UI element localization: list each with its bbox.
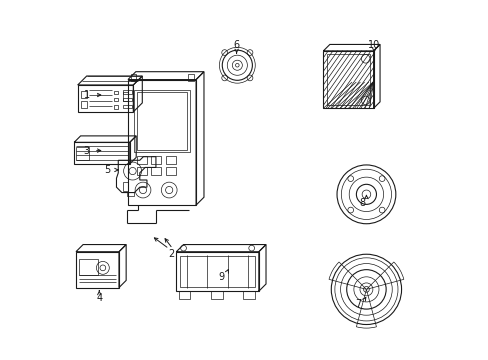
Bar xyxy=(243,291,254,299)
Bar xyxy=(113,105,118,109)
Bar xyxy=(128,80,196,205)
Bar xyxy=(131,74,136,81)
Bar xyxy=(113,98,118,102)
Text: 4: 4 xyxy=(96,293,102,303)
Text: 6: 6 xyxy=(233,40,239,50)
Bar xyxy=(151,156,161,164)
Bar xyxy=(78,85,133,112)
Bar xyxy=(74,142,129,164)
Bar xyxy=(76,147,88,159)
Bar xyxy=(179,291,190,299)
Bar xyxy=(113,91,118,94)
Bar xyxy=(122,90,131,94)
Text: 5: 5 xyxy=(104,165,110,175)
Bar xyxy=(180,256,255,287)
Bar xyxy=(176,252,258,291)
Bar xyxy=(137,167,147,175)
Text: 1: 1 xyxy=(83,90,90,100)
Text: 9: 9 xyxy=(218,272,224,282)
Bar xyxy=(127,192,134,196)
Bar xyxy=(326,54,369,105)
Bar xyxy=(211,291,222,299)
Bar xyxy=(137,93,186,149)
Text: 8: 8 xyxy=(359,198,365,208)
Bar xyxy=(188,74,193,81)
Text: 10: 10 xyxy=(367,40,380,50)
Bar xyxy=(134,90,189,152)
Bar xyxy=(165,156,175,164)
Bar xyxy=(81,101,87,108)
Text: 2: 2 xyxy=(167,249,174,259)
Bar xyxy=(76,252,119,288)
Bar xyxy=(122,105,131,108)
Text: 7: 7 xyxy=(355,299,361,309)
Bar xyxy=(81,91,87,98)
Bar xyxy=(323,51,373,108)
Text: 3: 3 xyxy=(83,145,90,156)
Bar xyxy=(79,259,98,275)
Bar xyxy=(122,182,128,191)
Bar xyxy=(137,156,147,164)
Bar xyxy=(165,167,175,175)
Bar xyxy=(122,92,128,101)
Bar xyxy=(151,167,161,175)
Bar xyxy=(122,98,131,101)
